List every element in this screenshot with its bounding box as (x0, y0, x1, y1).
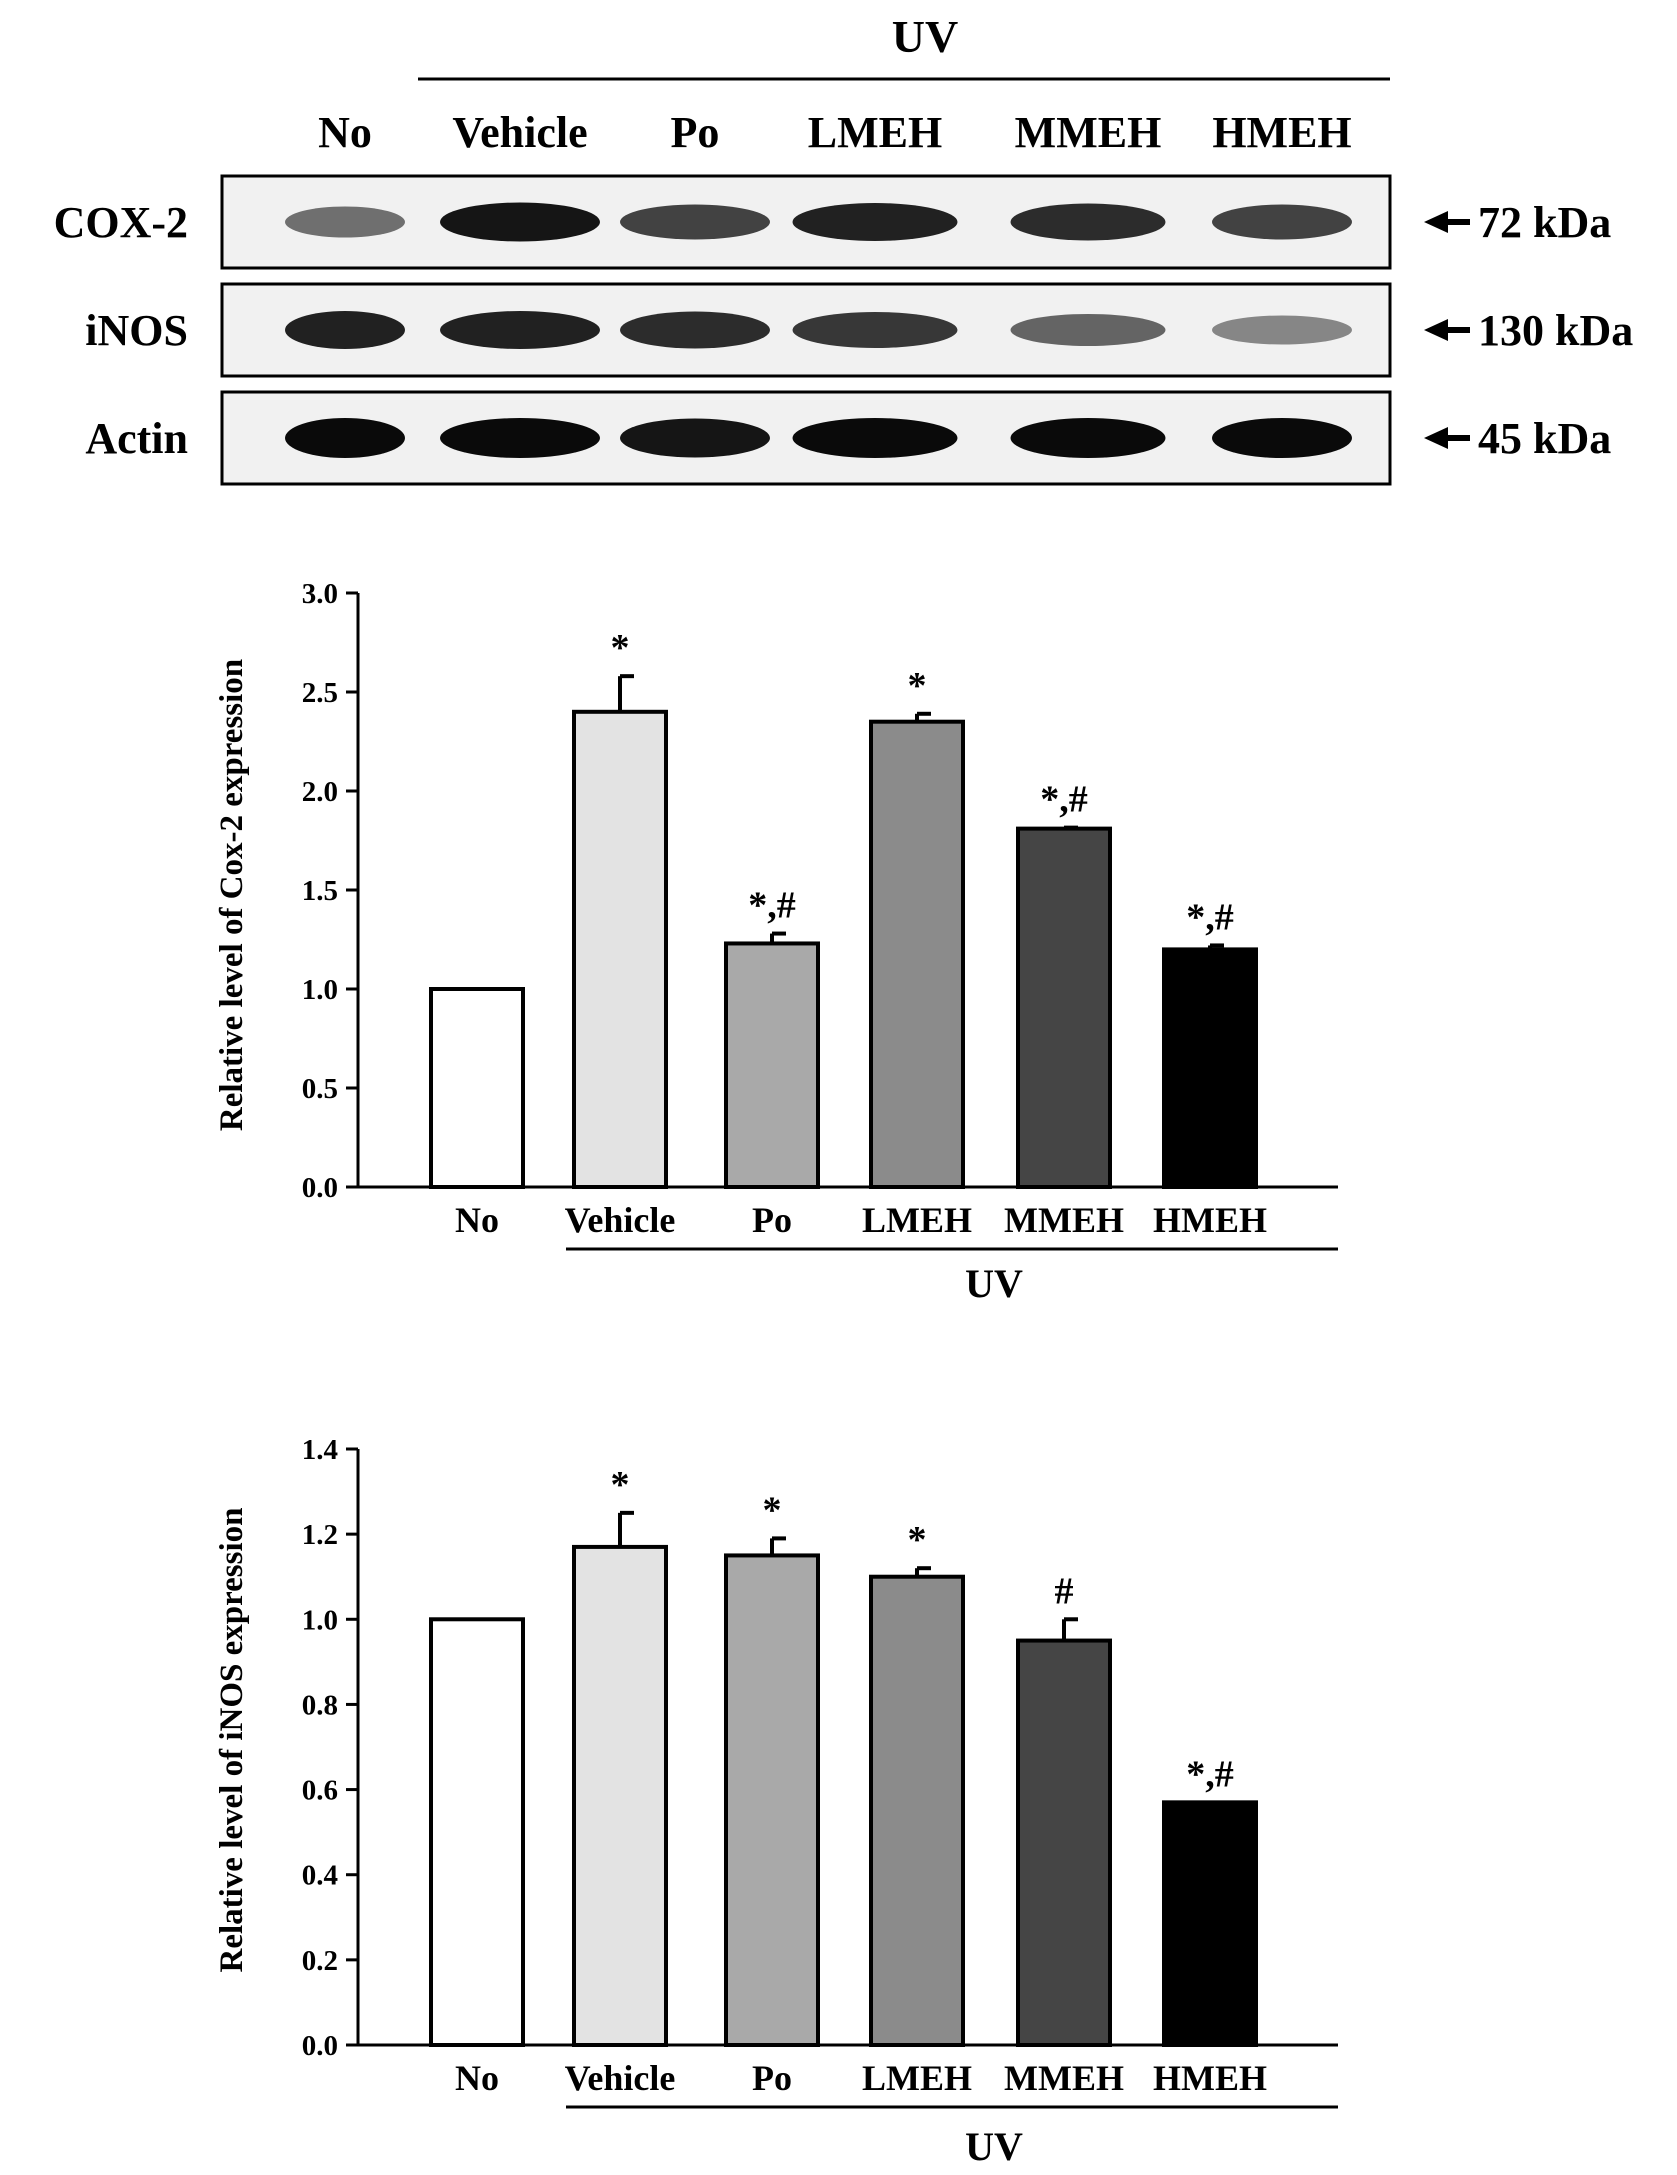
bar (572, 709, 668, 1189)
significance-label: * (908, 1519, 927, 1561)
blot-lane-label: No (318, 108, 372, 157)
blot-lane-label: HMEH (1212, 108, 1351, 157)
left-arrow-icon (1424, 319, 1470, 341)
inos-xlabel: UV (965, 2124, 1023, 2169)
blot-band (1212, 204, 1352, 240)
significance-label: *,# (1186, 896, 1234, 938)
significance-label: * (611, 1464, 630, 1506)
x-tick-label: No (455, 1200, 499, 1240)
y-tick-label: 3.0 (302, 578, 338, 610)
x-tick-label: LMEH (862, 1200, 972, 1240)
significance-label: * (611, 627, 630, 669)
blot-lane-label: MMEH (1015, 108, 1162, 157)
blot-band (1010, 203, 1166, 241)
cox2-plot-area: 0.0 0.5 1.0 1.5 2.0 2.5 3.0 No * Vehicle *,# Po * LME… (302, 578, 1338, 1251)
significance-label: * (763, 1489, 782, 1531)
y-tick-label: 1.4 (302, 1434, 338, 1466)
blot-lane-label: LMEH (808, 108, 942, 157)
bar (724, 941, 820, 1190)
blot-rows: COX-2 72 kDa iNOS 130 kDa Actin 45 kDa (54, 174, 1633, 486)
significance-label: *,# (1040, 779, 1088, 821)
blot-band (440, 418, 600, 458)
y-tick-label: 1.2 (302, 1519, 338, 1551)
blot-band (285, 206, 405, 238)
y-tick-label: 1.0 (302, 974, 338, 1006)
y-tick-label: 1.5 (302, 875, 338, 907)
blot-marker-label: 45 kDa (1478, 414, 1611, 463)
inos-plot-area: 0.0 0.2 0.4 0.6 0.8 1.0 1.2 1.4 No * Vehicle * Po * LM… (302, 1434, 1338, 2109)
x-tick-label: LMEH (862, 2058, 972, 2098)
blot-band (285, 418, 405, 458)
left-arrow-icon (1424, 211, 1470, 233)
blot-band (1212, 418, 1352, 458)
bar (1162, 1800, 1258, 2048)
left-arrow-icon (1424, 427, 1470, 449)
blot-band (620, 204, 770, 240)
x-tick-label: Vehicle (565, 2058, 676, 2098)
x-tick-label: Vehicle (565, 1200, 676, 1240)
y-tick-label: 0.4 (302, 1860, 338, 1892)
significance-label: # (1055, 1570, 1074, 1612)
blot-band (792, 312, 958, 348)
y-tick-label: 0.0 (302, 1172, 338, 1204)
blot-row-label: COX-2 (54, 198, 188, 247)
y-tick-label: 0.8 (302, 1689, 338, 1721)
y-tick-label: 0.6 (302, 1775, 338, 1807)
bar (429, 1617, 525, 2048)
blot-row: Actin 45 kDa (85, 390, 1611, 486)
blot-marker-label: 130 kDa (1478, 306, 1633, 355)
blot-row: iNOS 130 kDa (85, 282, 1633, 378)
x-tick-label: MMEH (1004, 2058, 1124, 2098)
blot-band (1010, 418, 1166, 458)
x-tick-label: HMEH (1153, 2058, 1267, 2098)
bar (1016, 826, 1112, 1189)
blot-marker-label: 72 kDa (1478, 198, 1611, 247)
x-tick-label: Po (752, 2058, 792, 2098)
cox2-bar-chart: Relative level of Cox-2 expression UV 0.… (214, 578, 1338, 1306)
significance-label: *,# (1186, 1753, 1234, 1795)
blot-lane-label: Po (671, 108, 720, 157)
bar (869, 1574, 965, 2047)
blot-band (792, 418, 958, 458)
blot-band (1010, 314, 1166, 346)
cox2-xlabel: UV (965, 1261, 1023, 1306)
blot-band (620, 311, 770, 349)
blot-row-label: Actin (85, 414, 188, 463)
blot-band (440, 311, 600, 349)
x-tick-label: Po (752, 1200, 792, 1240)
inos-bar-chart: Relative level of iNOS expression UV 0.0… (214, 1434, 1338, 2169)
bar (1016, 1638, 1112, 2047)
y-tick-label: 2.5 (302, 677, 338, 709)
significance-label: * (908, 665, 927, 707)
y-tick-label: 0.2 (302, 1945, 338, 1977)
inos-ylabel: Relative level of iNOS expression (214, 1508, 250, 1973)
cox2-ylabel: Relative level of Cox-2 expression (214, 659, 250, 1131)
blot-band (440, 202, 600, 242)
significance-label: *,# (748, 885, 796, 927)
blot-band (285, 311, 405, 349)
y-tick-label: 0.0 (302, 2030, 338, 2062)
y-tick-label: 0.5 (302, 1073, 338, 1105)
x-tick-label: No (455, 2058, 499, 2098)
bar (724, 1553, 820, 2048)
blot-band (620, 418, 770, 458)
bar (429, 987, 525, 1189)
y-tick-label: 1.0 (302, 1604, 338, 1636)
blot-treatment-label: UV (892, 11, 958, 62)
blot-band (1212, 315, 1352, 345)
blot-row: COX-2 72 kDa (54, 174, 1611, 270)
blot-band (792, 203, 958, 241)
y-tick-label: 2.0 (302, 776, 338, 808)
bar (869, 719, 965, 1189)
blot-lane-label: Vehicle (452, 108, 587, 157)
bar (572, 1544, 668, 2048)
x-tick-label: HMEH (1153, 1200, 1267, 1240)
x-tick-label: MMEH (1004, 1200, 1124, 1240)
blot-lane-labels: No Vehicle Po LMEH MMEH HMEH (318, 108, 1352, 157)
bar (1162, 947, 1258, 1190)
western-blot: UV No Vehicle Po LMEH MMEH HMEH COX-2 72 kDa iN… (54, 11, 1633, 486)
blot-row-label: iNOS (85, 306, 188, 355)
